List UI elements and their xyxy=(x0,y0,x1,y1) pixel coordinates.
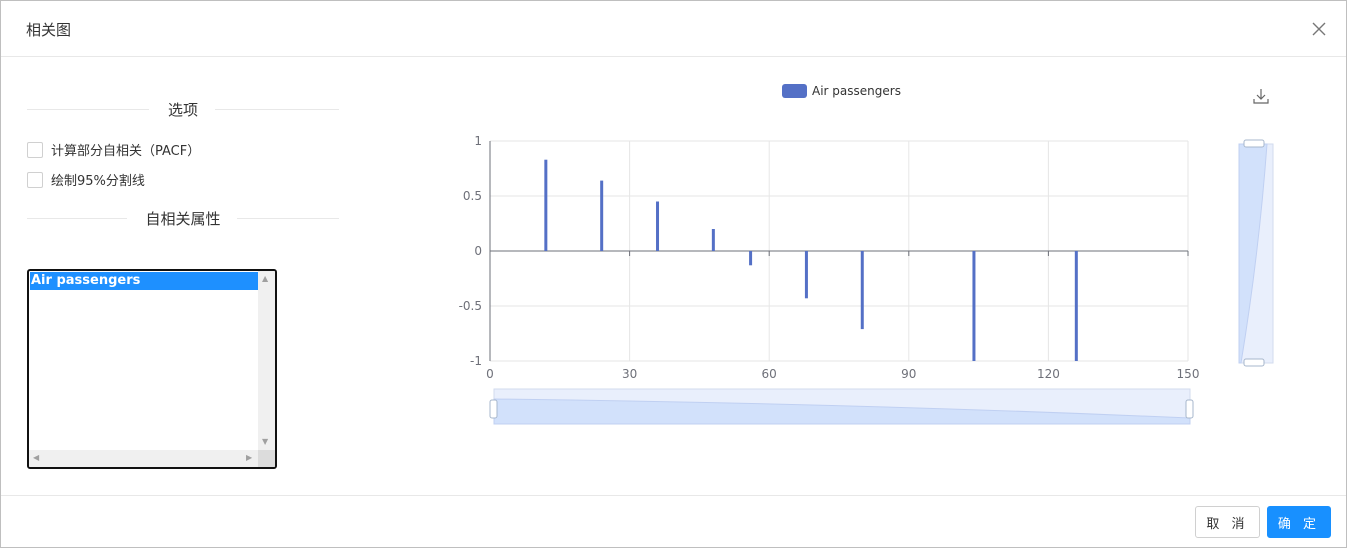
legend-label: Air passengers xyxy=(812,84,901,98)
attributes-heading: 自相关属性 xyxy=(145,210,221,228)
scroll-right-icon[interactable]: ▶ xyxy=(246,453,253,462)
scroll-left-icon[interactable]: ◀ xyxy=(33,453,40,462)
acf-bar[interactable] xyxy=(600,180,604,251)
pacf-checkbox-label: 计算部分自相关（PACF） xyxy=(51,144,201,159)
scrollbar-corner xyxy=(258,450,275,467)
x-zoom-right-handle[interactable] xyxy=(1185,399,1194,419)
dialog-footer: 取 消 确 定 xyxy=(1,495,1346,549)
acf-bar[interactable] xyxy=(804,251,808,299)
options-divider: 选项 xyxy=(27,99,339,119)
chart-legend[interactable]: Air passengers xyxy=(782,84,901,98)
y-zoom-bottom-handle[interactable] xyxy=(1243,358,1265,367)
attributes-divider: 自相关属性 xyxy=(27,208,339,228)
scroll-down-icon[interactable]: ▼ xyxy=(262,437,269,446)
acf-bar[interactable] xyxy=(544,159,548,251)
x-tick-label: 150 xyxy=(1177,367,1200,381)
acf-bar[interactable] xyxy=(711,229,715,251)
vertical-scrollbar[interactable]: ▲ ▼ xyxy=(258,271,275,450)
options-heading: 选项 xyxy=(167,101,198,119)
x-tick-label: 90 xyxy=(901,367,916,381)
acf-bar[interactable] xyxy=(749,251,753,266)
ok-button[interactable]: 确 定 xyxy=(1267,506,1331,538)
list-item[interactable]: Air passengers xyxy=(30,272,260,290)
y-tick-label: 1 xyxy=(474,134,482,148)
x-tick-label: 0 xyxy=(486,367,494,381)
dialog-header: 相关图 xyxy=(1,1,1346,57)
acf-bar[interactable] xyxy=(972,251,976,361)
ci95-option[interactable]: 绘制95%分割线 xyxy=(27,170,145,189)
attribute-listbox[interactable]: Air passengers ▲ ▼ ◀ ▶ xyxy=(27,269,277,469)
pacf-checkbox[interactable] xyxy=(27,141,43,158)
dialog-title: 相关图 xyxy=(26,21,72,39)
acf-bar[interactable] xyxy=(1074,251,1078,361)
x-tick-label: 30 xyxy=(622,367,637,381)
acf-chart: 0 30 60 90 120 150 1 0.5 0 -0.5 -1 xyxy=(459,134,1274,425)
y-tick-label: -1 xyxy=(470,354,482,368)
x-tick-label: 60 xyxy=(762,367,777,381)
y-tick-label: 0 xyxy=(474,244,482,258)
download-icon[interactable] xyxy=(1252,87,1270,105)
ci95-checkbox[interactable] xyxy=(27,171,43,188)
x-tick-label: 120 xyxy=(1037,367,1060,381)
legend-swatch xyxy=(782,84,807,98)
y-tick-label: 0.5 xyxy=(463,189,482,203)
y-zoom-preview xyxy=(1238,143,1268,364)
y-zoom-top-handle[interactable] xyxy=(1243,139,1265,148)
horizontal-scrollbar[interactable]: ◀ ▶ xyxy=(29,450,258,467)
y-tick-label: -0.5 xyxy=(459,299,482,313)
ci95-checkbox-label: 绘制95%分割线 xyxy=(51,174,145,189)
scroll-up-icon[interactable]: ▲ xyxy=(262,274,269,283)
x-zoom-preview xyxy=(493,398,1191,425)
pacf-option[interactable]: 计算部分自相关（PACF） xyxy=(27,140,200,159)
acf-bar[interactable] xyxy=(656,201,660,252)
close-icon[interactable] xyxy=(1310,20,1328,38)
acf-bar[interactable] xyxy=(860,251,864,330)
cancel-button[interactable]: 取 消 xyxy=(1195,506,1260,538)
x-zoom-left-handle[interactable] xyxy=(489,399,498,419)
